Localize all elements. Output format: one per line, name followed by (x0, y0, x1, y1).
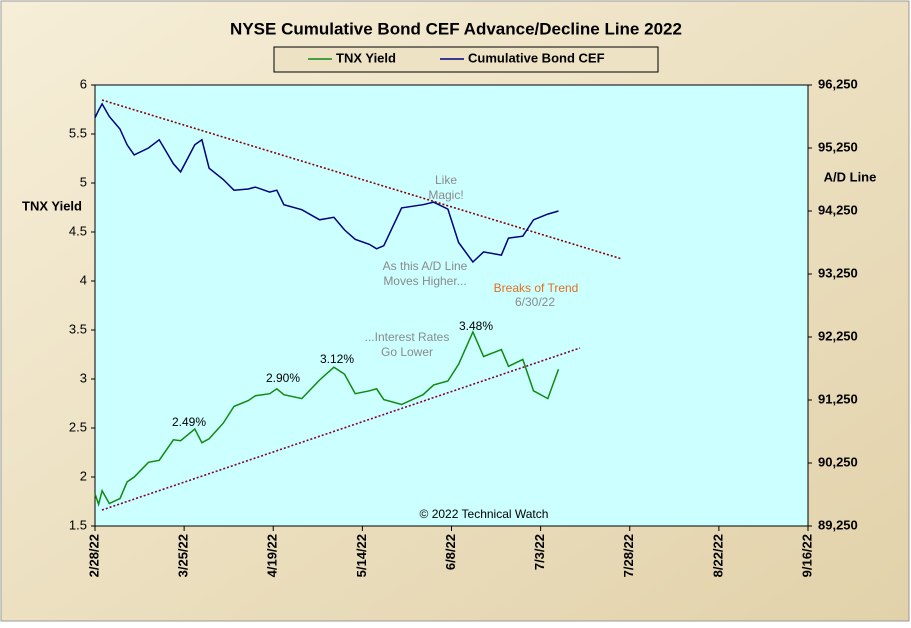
annotation: 2.49% (172, 415, 206, 429)
legend-label: TNX Yield (336, 50, 396, 65)
y-axis-label: TNX Yield (22, 198, 82, 213)
y2-tick-label: 90,250 (818, 454, 858, 469)
annotation: Magic! (428, 188, 463, 202)
annotation: © 2022 Technical Watch (420, 507, 549, 521)
trend-line (101, 347, 581, 511)
annotation: Breaks of Trend (494, 281, 579, 295)
y-tick-label: 4 (80, 272, 87, 287)
x-tick-label: 7/3/22 (532, 534, 547, 570)
series-line (94, 330, 560, 508)
y2-tick-label: 94,250 (818, 202, 858, 217)
annotation: As this A/D Line (383, 259, 468, 273)
annotation: 3.48% (459, 319, 493, 333)
y2-tick-label: 91,250 (818, 391, 858, 406)
annotation: Like (435, 173, 457, 187)
y-tick-label: 2.5 (69, 419, 87, 434)
x-tick-label: 9/16/22 (799, 534, 814, 577)
y-tick-label: 4.5 (69, 223, 87, 238)
y2-axis-label: A/D Line (824, 169, 877, 184)
y-tick-label: 6 (80, 76, 87, 91)
y-tick-label: 5.5 (69, 125, 87, 140)
x-tick-label: 8/22/22 (710, 534, 725, 577)
y2-tick-label: 96,250 (818, 76, 858, 91)
y-tick-label: 5 (80, 174, 87, 189)
y-tick-label: 3 (80, 370, 87, 385)
x-tick-label: 4/19/22 (265, 534, 280, 577)
x-tick-label: 6/8/22 (443, 534, 458, 570)
x-tick-label: 3/25/22 (176, 534, 191, 577)
annotation: Moves Higher... (383, 274, 466, 288)
y2-tick-label: 95,250 (818, 139, 858, 154)
series-line (94, 102, 559, 264)
annotation: ...Interest Rates (365, 330, 450, 344)
annotation: 6/30/22 (515, 295, 555, 309)
annotation: 2.90% (266, 371, 300, 385)
annotation: 3.12% (320, 352, 354, 366)
y2-tick-label: 92,250 (818, 328, 858, 343)
y-tick-label: 2 (80, 468, 87, 483)
y2-tick-label: 89,250 (818, 517, 858, 532)
y-tick-label: 1.5 (69, 517, 87, 532)
legend-box (273, 46, 659, 73)
x-tick-label: 2/28/22 (86, 534, 101, 577)
annotation: Go Lower (381, 345, 433, 359)
trend-line (101, 99, 623, 260)
y-tick-label: 3.5 (69, 321, 87, 336)
legend-label: Cumulative Bond CEF (468, 50, 605, 65)
x-tick-label: 5/14/22 (354, 534, 369, 577)
y2-tick-label: 93,250 (818, 265, 858, 280)
chart-title: NYSE Cumulative Bond CEF Advance/Decline… (230, 19, 682, 38)
plot-area (94, 84, 809, 527)
x-tick-label: 7/28/22 (621, 534, 636, 577)
